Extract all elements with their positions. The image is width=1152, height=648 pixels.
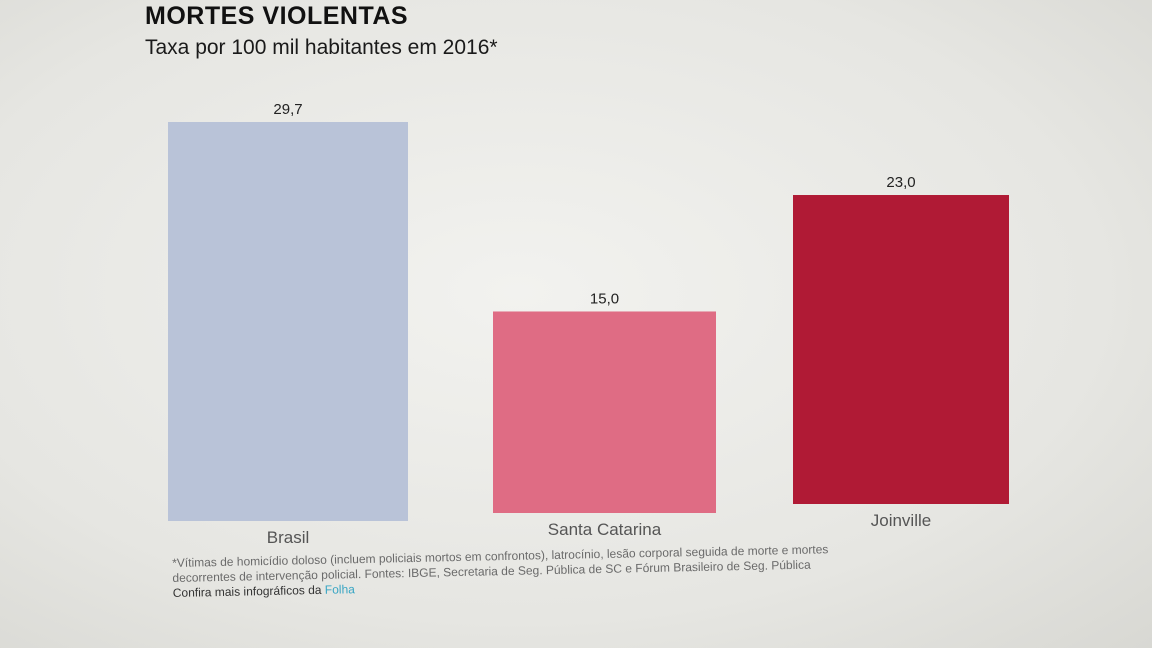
category-label-santa-catarina: Santa Catarina: [548, 520, 662, 539]
category-label-brasil: Brasil: [267, 528, 310, 547]
category-label-joinville: Joinville: [871, 511, 931, 530]
bar-brasil: [168, 122, 408, 521]
bar-santa-catarina: [493, 311, 716, 513]
folha-link[interactable]: Folha: [324, 582, 355, 597]
bars-group: 29,7 Brasil 15,0 Santa Catarina 23,0 Joinvill…: [168, 101, 1009, 547]
value-label-joinville: 23,0: [886, 174, 915, 191]
chart-title: MORTES VIOLENTAS: [145, 2, 409, 30]
bar-joinville: [793, 195, 1009, 504]
value-label-brasil: 29,7: [273, 101, 302, 118]
more-infographics-text: Confira mais infográficos da: [172, 582, 325, 600]
value-label-santa-catarina: 15,0: [590, 290, 619, 307]
chart-subtitle: Taxa por 100 mil habitantes em 2016*: [145, 36, 498, 59]
